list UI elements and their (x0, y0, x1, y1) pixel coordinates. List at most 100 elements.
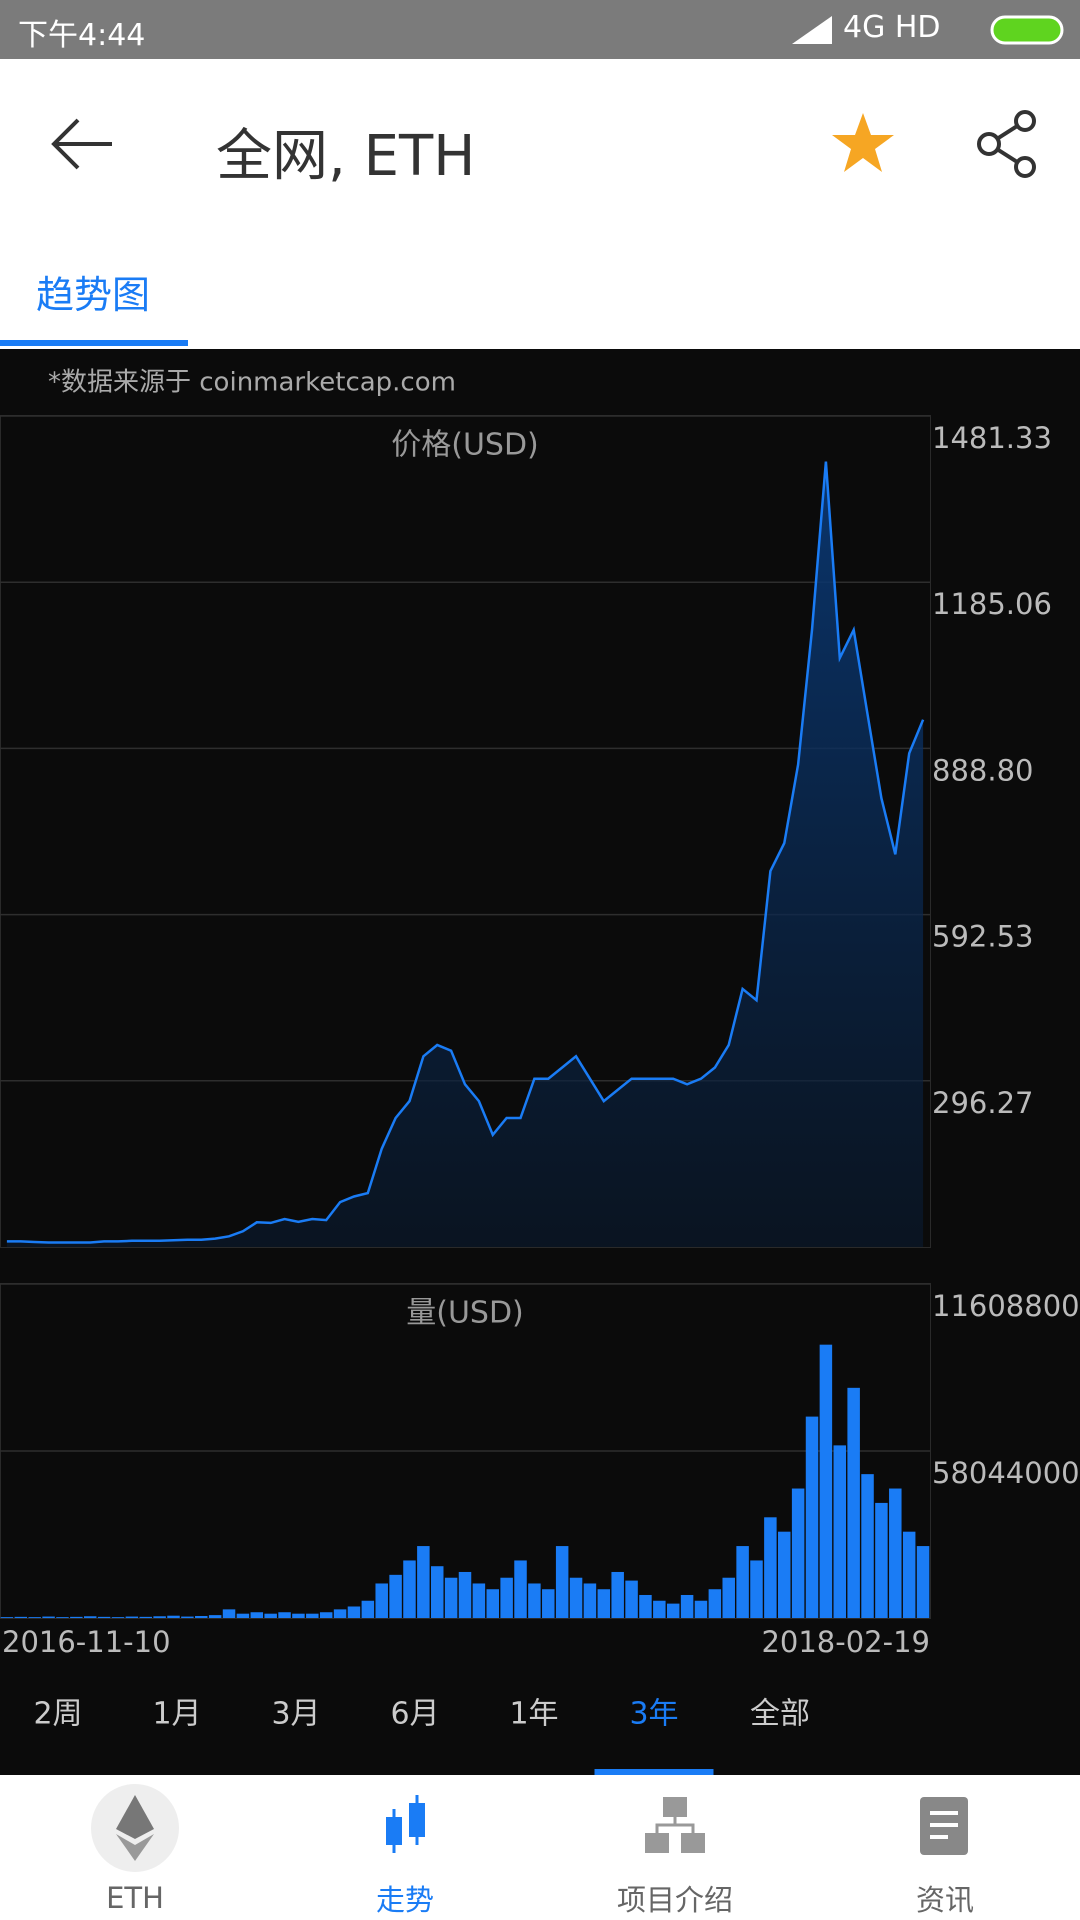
volume-bar (500, 1577, 513, 1618)
period-tab[interactable]: 3月 (271, 1697, 320, 1732)
tab-trend[interactable]: 趋势图 (36, 273, 151, 317)
nav-item[interactable]: 资讯 (915, 1883, 974, 1917)
nav-item[interactable]: 走势 (375, 1883, 434, 1917)
volume-bar (708, 1589, 722, 1618)
volume-bar (902, 1531, 916, 1618)
volume-bar (292, 1613, 305, 1618)
volume-bar (889, 1488, 902, 1618)
y-tick-label: 888.80 (932, 753, 1033, 787)
volume-bar (83, 1616, 97, 1618)
volume-bar (208, 1615, 222, 1618)
volume-bar (111, 1617, 125, 1618)
volume-bar (625, 1580, 638, 1618)
volume-bar (347, 1606, 361, 1618)
status-time: 下午4:44 (18, 18, 146, 53)
volume-bar (514, 1560, 527, 1618)
volume-bar (819, 1344, 833, 1618)
price-line (6, 461, 925, 1244)
volume-bar (680, 1594, 694, 1618)
header: 全网, ETH 趋势图 (0, 59, 1080, 349)
share-button[interactable] (975, 109, 1041, 179)
favorite-star[interactable] (830, 111, 896, 175)
period-tab[interactable]: 6月 (390, 1697, 439, 1732)
volume-bar (250, 1612, 264, 1618)
period-tab[interactable]: 1月 (152, 1697, 201, 1732)
y-tick-label: 58044000 (932, 1456, 1080, 1490)
volume-bar (805, 1416, 819, 1618)
y-tick-label: 592.53 (932, 920, 1033, 954)
y-tick-label: 296.27 (932, 1086, 1033, 1120)
volume-bar (0, 1617, 14, 1618)
volume-bar (833, 1445, 847, 1618)
page-title: 全网, ETH (216, 124, 476, 189)
signal (792, 16, 832, 44)
volume-bar (597, 1589, 611, 1618)
x-label: 2018-02-19 (761, 1625, 930, 1659)
volume-bar (306, 1613, 319, 1618)
period-tab[interactable]: 3年 (629, 1697, 678, 1732)
volume-bar (70, 1616, 83, 1618)
y-tick-label: 116088000 (932, 1289, 1080, 1323)
volume-bar (778, 1531, 791, 1618)
x-label: 2016-11-10 (2, 1625, 171, 1659)
volume-bar (167, 1615, 180, 1618)
volume-bar (569, 1577, 583, 1618)
volume-bar (666, 1603, 680, 1618)
volume-bar (125, 1616, 139, 1618)
volume-bar (916, 1546, 930, 1618)
project-icon (645, 1797, 705, 1853)
chart-title: 量(USD) (406, 1296, 524, 1331)
volume-bar (555, 1546, 569, 1618)
volume-bar (319, 1612, 333, 1618)
nav-item[interactable]: ETH (106, 1881, 164, 1915)
volume-bar (375, 1583, 388, 1618)
volume-bar (875, 1502, 888, 1618)
volume-bar (264, 1613, 277, 1618)
volume-bar (542, 1589, 555, 1618)
volume-bar (389, 1574, 402, 1618)
volume-bar (791, 1488, 805, 1618)
bottom-nav: ETH 走势 项目介绍 资讯 (0, 1775, 1080, 1920)
volume-bar (653, 1600, 666, 1618)
volume-bar (847, 1387, 860, 1618)
battery (990, 15, 1064, 45)
volume-bar (403, 1560, 416, 1618)
volume-bar (236, 1613, 250, 1618)
volume-bar (694, 1600, 708, 1618)
volume-bar (444, 1577, 458, 1618)
y-tick-label: 1185.06 (932, 587, 1052, 621)
volume-bar (222, 1609, 236, 1618)
trend-icon (386, 1795, 425, 1853)
period-tab[interactable]: 2周 (33, 1697, 82, 1732)
nav-item[interactable]: 项目介绍 (616, 1883, 733, 1917)
period-tab[interactable]: 1年 (509, 1697, 558, 1732)
period-tab[interactable]: 全部 (750, 1697, 810, 1732)
chart-title: 价格(USD) (391, 428, 539, 463)
volume-bar (278, 1612, 291, 1618)
volume-bar (417, 1546, 430, 1618)
period-indicator (594, 1769, 714, 1775)
volume-bar (153, 1616, 166, 1618)
volume-bar (97, 1616, 111, 1618)
volume-bar (14, 1616, 28, 1618)
y-tick-label: 1481.33 (932, 421, 1052, 455)
volume-bar (528, 1583, 541, 1618)
volume-bar (458, 1571, 472, 1618)
volume-bar (42, 1616, 55, 1618)
chart-panel: *数据来源于 coinmarketcap.com 296.27 592.53 888… (0, 349, 1080, 1775)
volume-bar (56, 1617, 69, 1618)
status-bar: 下午4:44 4G HD (0, 0, 1080, 59)
volume-bar (750, 1560, 763, 1618)
back-button[interactable] (48, 114, 118, 174)
volume-bar (139, 1616, 152, 1618)
volume-bar (639, 1594, 652, 1618)
data-source: *数据来源于 coinmarketcap.com (48, 368, 456, 398)
volume-bar (181, 1616, 194, 1618)
volume-bar (361, 1600, 375, 1618)
volume-bar (333, 1609, 347, 1618)
volume-bar (611, 1571, 624, 1618)
tab-indicator (0, 340, 188, 346)
volume-bar (28, 1617, 41, 1618)
volume-bar (736, 1546, 749, 1618)
